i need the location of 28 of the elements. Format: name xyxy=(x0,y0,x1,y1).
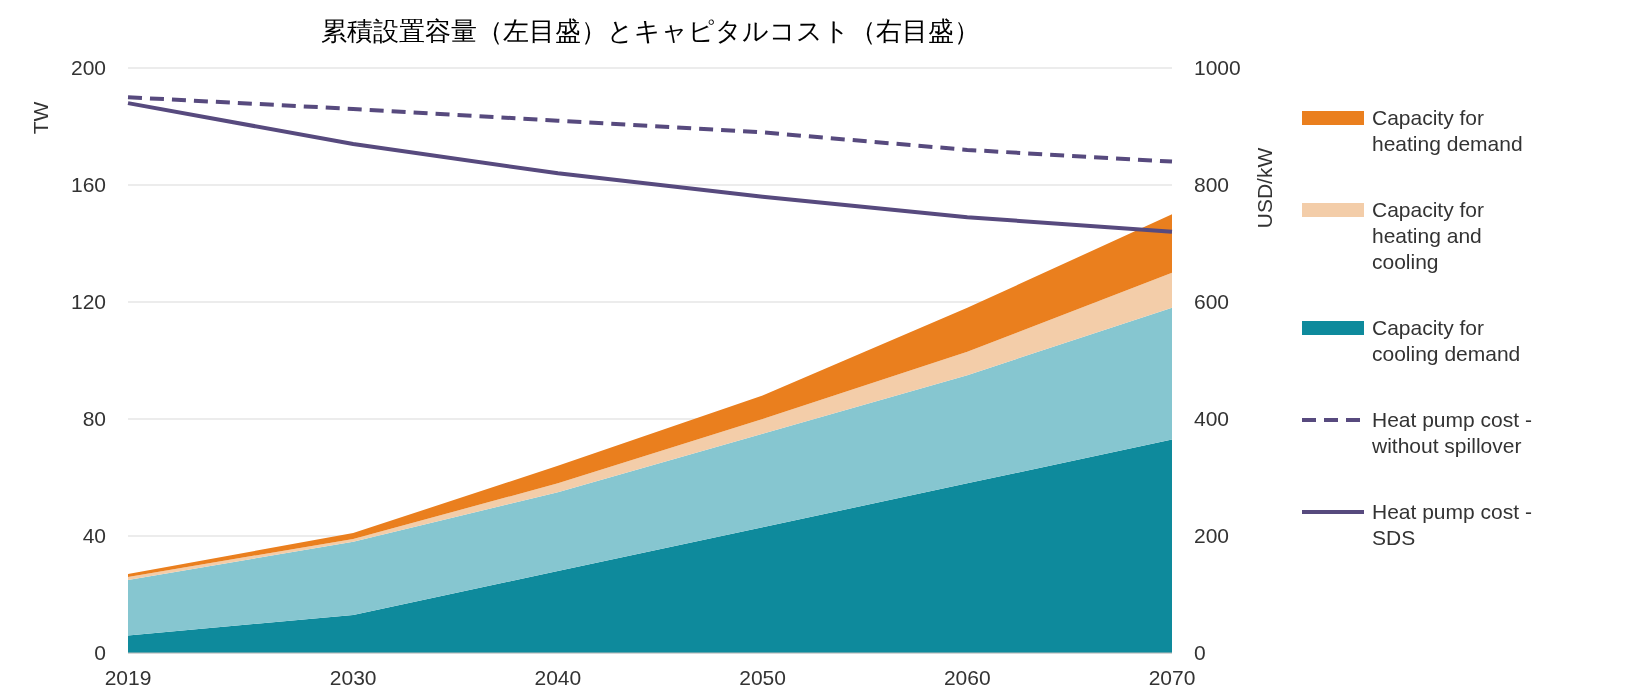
y2-tick-label: 0 xyxy=(1194,641,1206,665)
x-tick-label: 2060 xyxy=(943,666,991,689)
legend-label: Capacity for heating demand xyxy=(1372,106,1523,156)
legend-label: Heat pump cost - SDS xyxy=(1372,500,1532,550)
y-axis-title: TW xyxy=(29,101,52,135)
x-tick-label: 2040 xyxy=(534,666,582,689)
y2-tick-label: 200 xyxy=(1194,524,1230,548)
y2-tick-label: 1000 xyxy=(1194,56,1241,80)
x-tick-label: 2070 xyxy=(1148,666,1196,689)
legend-label: Capacity for heating and cooling xyxy=(1372,198,1485,274)
y-tick-label: 120 xyxy=(70,290,106,314)
legend-label: Capacity for cooling demand xyxy=(1372,316,1521,366)
x-tick-label: 2050 xyxy=(739,666,786,689)
x-tick-label: 2019 xyxy=(104,666,152,689)
line-series xyxy=(126,101,1174,234)
y2-axis-title: USD/kW xyxy=(1253,147,1276,229)
chart-title: 累積設置容量（左目盛）とキャピタルコスト（右目盛） xyxy=(320,16,980,46)
legend-label: Heat pump cost - without spillover xyxy=(1371,408,1532,458)
y-tick-label: 80 xyxy=(82,407,106,431)
line-series xyxy=(126,95,1174,164)
y-tick-label: 40 xyxy=(82,524,106,548)
y2-tick-label: 600 xyxy=(1194,290,1230,314)
y2-tick-label: 400 xyxy=(1194,407,1230,431)
y-tick-label: 160 xyxy=(70,173,106,197)
x-tick-label: 2030 xyxy=(329,666,377,689)
y-tick-label: 200 xyxy=(70,56,106,80)
y2-tick-label: 800 xyxy=(1194,173,1230,197)
y-tick-label: 0 xyxy=(94,641,106,665)
